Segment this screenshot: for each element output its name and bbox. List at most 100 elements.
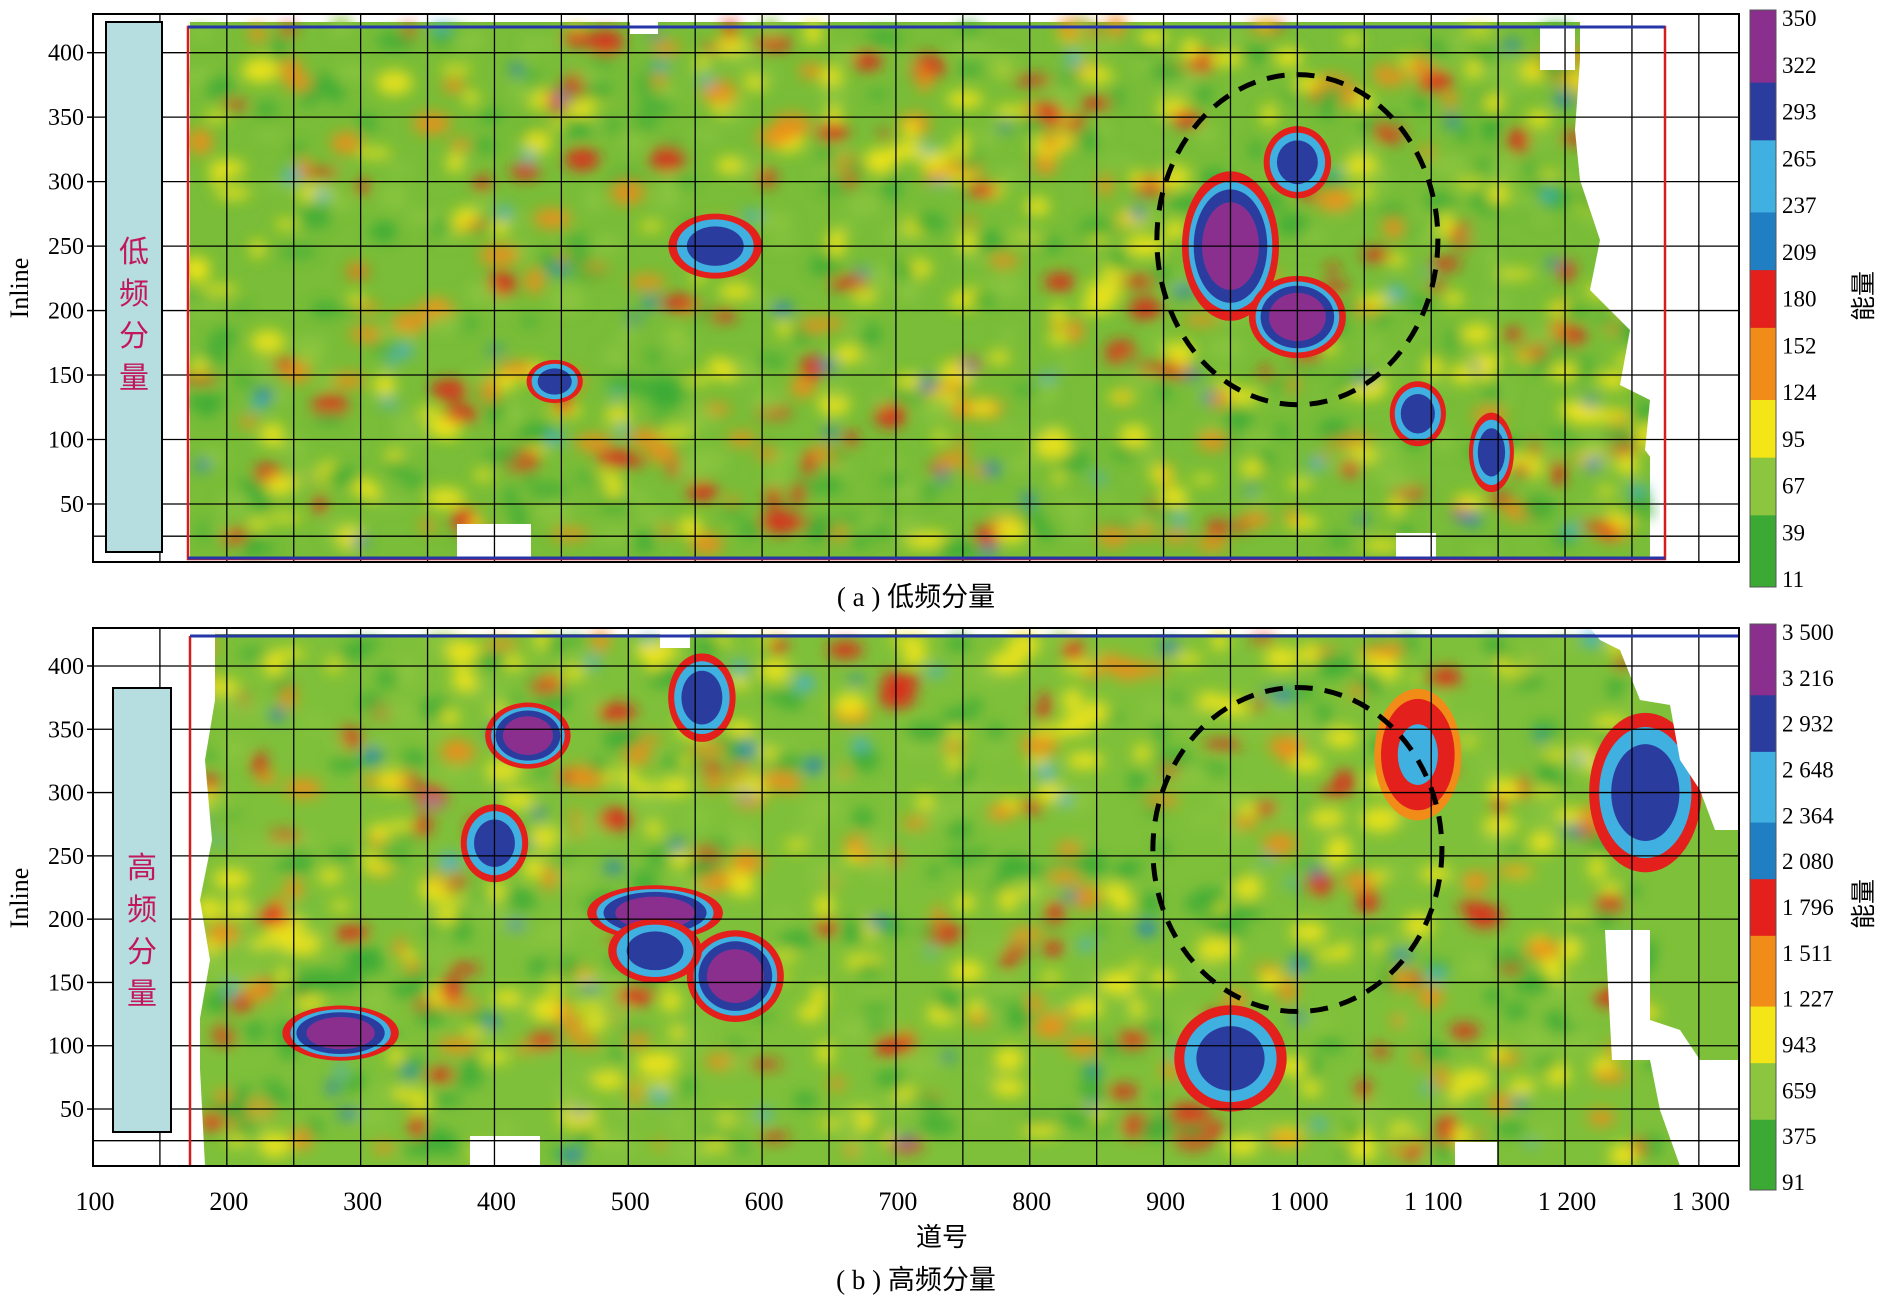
colorbar-swatch [1750, 977, 1776, 993]
colorbar-swatch [1750, 38, 1776, 54]
colorbar-swatch [1750, 1161, 1776, 1177]
energy-anomaly [485, 702, 571, 769]
colorbar-swatch [1750, 751, 1776, 766]
colorbar-tick-label: 375 [1782, 1124, 1817, 1149]
plot-frame-b [92, 627, 1740, 1167]
x-tick-label: 400 [477, 1187, 516, 1216]
colorbar-title-a: 能量 [1850, 271, 1878, 321]
annotation-circle-a [1154, 72, 1441, 408]
colorbar-swatch [1750, 53, 1776, 69]
colorbar-swatch [1750, 529, 1776, 545]
y-tick-label: 150 [48, 363, 84, 389]
colorbar-swatch [1750, 514, 1776, 530]
colorbar-swatch [1750, 1119, 1776, 1134]
colorbar-swatch [1750, 284, 1776, 299]
colorbar-swatch [1750, 878, 1776, 894]
colorbar-tick-label: 2 932 [1782, 712, 1834, 737]
colorbar-swatch [1750, 1006, 1776, 1021]
colorbar-tick-label: 152 [1782, 333, 1817, 358]
colorbar-swatch [1750, 500, 1776, 516]
side-label-char: 低 [119, 236, 149, 269]
colorbar-swatch [1750, 67, 1776, 83]
colorbar-swatch [1750, 572, 1776, 588]
colorbar-swatch [1750, 183, 1776, 199]
colorbar-swatch [1750, 680, 1776, 696]
energy-anomaly [526, 359, 583, 404]
side-label-box-a [105, 21, 163, 553]
colorbar-tick-label: 11 [1782, 567, 1804, 592]
heatmap-a-texture [180, 14, 1667, 561]
colorbar-tick-label: 39 [1782, 520, 1805, 545]
colorbar-swatch [1750, 370, 1776, 386]
colorbar-swatch [1750, 723, 1776, 738]
colorbar-swatch [1750, 457, 1776, 473]
side-label-char: 分 [119, 320, 149, 353]
colorbar-swatch [1750, 1090, 1776, 1106]
y-tick-label: 100 [48, 428, 84, 454]
x-tick-label: 700 [878, 1187, 917, 1216]
energy-anomaly [686, 930, 784, 1023]
colorbar-swatch [1750, 666, 1776, 682]
y-tick-label: 300 [48, 781, 84, 807]
energy-anomaly [282, 1005, 399, 1061]
colorbar-tick-label: 350 [1782, 6, 1817, 31]
side-label-b: 高频分量 [127, 852, 157, 1011]
colorbar-tick-label: 293 [1782, 100, 1817, 125]
colorbar-swatch [1750, 1076, 1776, 1092]
heatmap-b [93, 628, 1739, 1166]
side-label-char: 分 [127, 936, 157, 969]
colorbar-swatch [1750, 1048, 1776, 1064]
colorbar-swatch [1750, 737, 1776, 752]
colorbar-swatch [1750, 921, 1776, 936]
y-tick-label: 100 [48, 1034, 84, 1060]
colorbar-tick-label: 1 511 [1782, 941, 1833, 966]
colorbar-swatch [1750, 428, 1776, 444]
colorbar-tick-label: 2 080 [1782, 849, 1834, 874]
colorbar-tick-label: 67 [1782, 474, 1805, 499]
caption-a: ( a ) 低频分量 [837, 582, 995, 612]
x-tick-label: 100 [76, 1187, 115, 1216]
energy-anomaly [1374, 688, 1462, 821]
y-tick-label: 200 [48, 299, 84, 325]
energy-anomaly [1389, 381, 1446, 447]
colorbar-swatch [1750, 864, 1776, 880]
colorbar-swatch [1750, 327, 1776, 343]
y-tick-label: 250 [48, 234, 84, 260]
x-axis-title: 道号 [916, 1223, 968, 1252]
panel-low-frequency: 低频分量 400 350 300 250 200 150 100 50 Inline ( a … [5, 6, 1878, 612]
annotation-circle-b [1150, 684, 1445, 1015]
colorbar-swatch [1750, 963, 1776, 979]
x-tick-label: 1 300 [1672, 1187, 1731, 1216]
colorbar-swatch [1750, 269, 1776, 285]
energy-anomaly [1468, 412, 1514, 493]
colorbar-swatch [1750, 708, 1776, 724]
colorbar-swatch [1750, 907, 1776, 922]
y-ticks-b: 400 350 300 250 200 150 100 50 [48, 654, 93, 1123]
y-tick-label: 400 [48, 41, 84, 67]
colorbar-swatch [1750, 442, 1776, 458]
energy-anomaly [587, 885, 723, 941]
y-axis-title-b: Inline [5, 868, 34, 929]
colorbar-tick-label: 237 [1782, 193, 1817, 218]
colorbar-swatch [1750, 1175, 1776, 1191]
colorbar-swatch [1750, 1105, 1776, 1120]
colorbar-swatch [1750, 807, 1776, 823]
colorbar-tick-label: 91 [1782, 1170, 1805, 1195]
colorbar-tick-label: 3 500 [1782, 620, 1834, 645]
y-tick-label: 50 [60, 1097, 84, 1123]
colorbar-tick-label: 3 216 [1782, 666, 1834, 691]
side-label-box-b [112, 687, 172, 1133]
colorbar-swatch [1750, 168, 1776, 184]
y-tick-label: 150 [48, 970, 84, 996]
colorbar-swatch [1750, 154, 1776, 170]
colorbar-tick-label: 1 227 [1782, 987, 1834, 1012]
colorbar-tick-label: 180 [1782, 287, 1817, 312]
colorbar-swatch [1750, 255, 1776, 271]
side-label-char: 频 [119, 278, 149, 311]
colorbar-swatch [1750, 1133, 1776, 1149]
colorbar-swatch [1750, 991, 1776, 1007]
colorbar-swatch [1750, 399, 1776, 415]
colorbar-swatch [1750, 471, 1776, 487]
colorbar-tick-label: 95 [1782, 427, 1805, 452]
caption-b: ( b ) 高频分量 [836, 1265, 996, 1295]
